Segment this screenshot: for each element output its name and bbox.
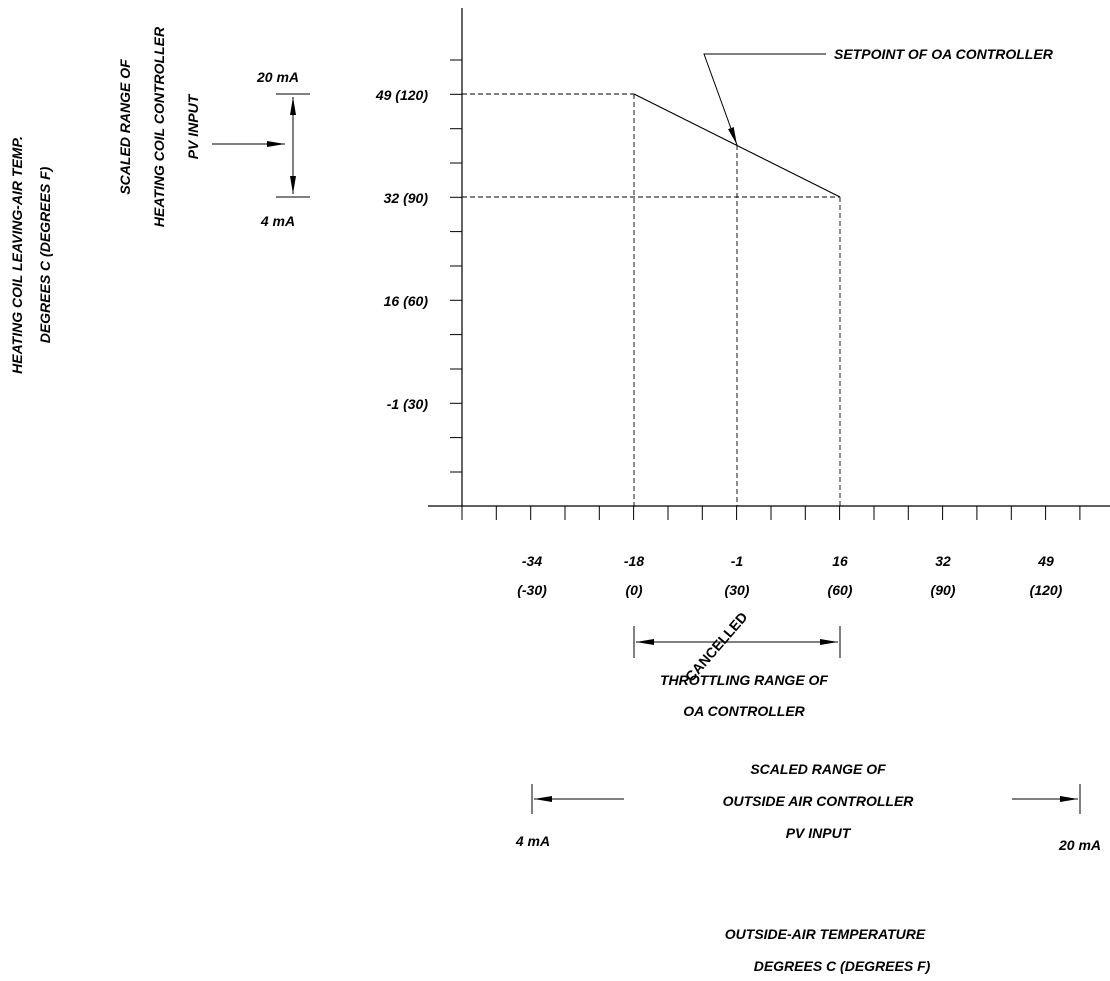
setpoint-callout-leader (703, 53, 826, 146)
x-tick-label-c-5: 49 (1037, 553, 1054, 569)
throttling-range-line1: THROTTLING RANGE OF (660, 672, 828, 688)
x-tick-label-f-5: (120) (1030, 582, 1063, 598)
y-tick-label-120: 49 (120) (375, 87, 428, 103)
y-axis-ticks (450, 59, 462, 473)
heating-scale-line1: SCALED RANGE OF (117, 59, 133, 195)
x-axis-ticks (461, 506, 1081, 520)
y-axis-title-line1: HEATING COIL LEAVING-AIR TEMP. (9, 136, 25, 374)
heating-scale-low-label: 4 mA (260, 213, 295, 229)
y-axis-title-line2: DEGREES C (DEGREES F) (37, 166, 53, 343)
oa-scale-high-label: 20 mA (1058, 837, 1101, 853)
heating-scale-line3: PV INPUT (185, 93, 201, 159)
y-tick-label-60: 16 (60) (384, 293, 429, 309)
x-tick-label-f-2: (30) (725, 582, 750, 598)
oa-scale-low-label: 4 mA (515, 833, 550, 849)
y-tick-label-30: -1 (30) (387, 396, 429, 412)
x-tick-label-f-4: (90) (931, 582, 956, 598)
oa-scale-line1: SCALED RANGE OF (750, 761, 886, 777)
x-tick-label-c-2: -1 (731, 553, 744, 569)
x-axis-title-line2: DEGREES C (DEGREES F) (754, 958, 931, 974)
x-tick-label-c-0: -34 (522, 553, 542, 569)
y-tick-label-90: 32 (90) (384, 190, 429, 206)
throttling-range-line2: OA CONTROLLER (683, 703, 805, 719)
x-tick-label-c-1: -18 (624, 553, 644, 569)
heating-scale-line2: HEATING COIL CONTROLLER (151, 26, 167, 227)
x-tick-label-c-3: 16 (832, 553, 848, 569)
reset-schedule-line (633, 93, 841, 198)
setpoint-callout-label: SETPOINT OF OA CONTROLLER (834, 46, 1054, 62)
x-axis-title-line1: OUTSIDE-AIR TEMPERATURE (725, 926, 926, 942)
x-tick-label-c-4: 32 (935, 553, 951, 569)
x-tick-label-f-0: (-30) (517, 582, 547, 598)
oa-scale-line2: OUTSIDE AIR CONTROLLER (723, 793, 915, 809)
oa-scale-line3: PV INPUT (786, 825, 852, 841)
x-tick-label-f-3: (60) (828, 582, 853, 598)
x-tick-label-f-1: (0) (625, 582, 642, 598)
heating-scale-high-label: 20 mA (256, 69, 299, 85)
